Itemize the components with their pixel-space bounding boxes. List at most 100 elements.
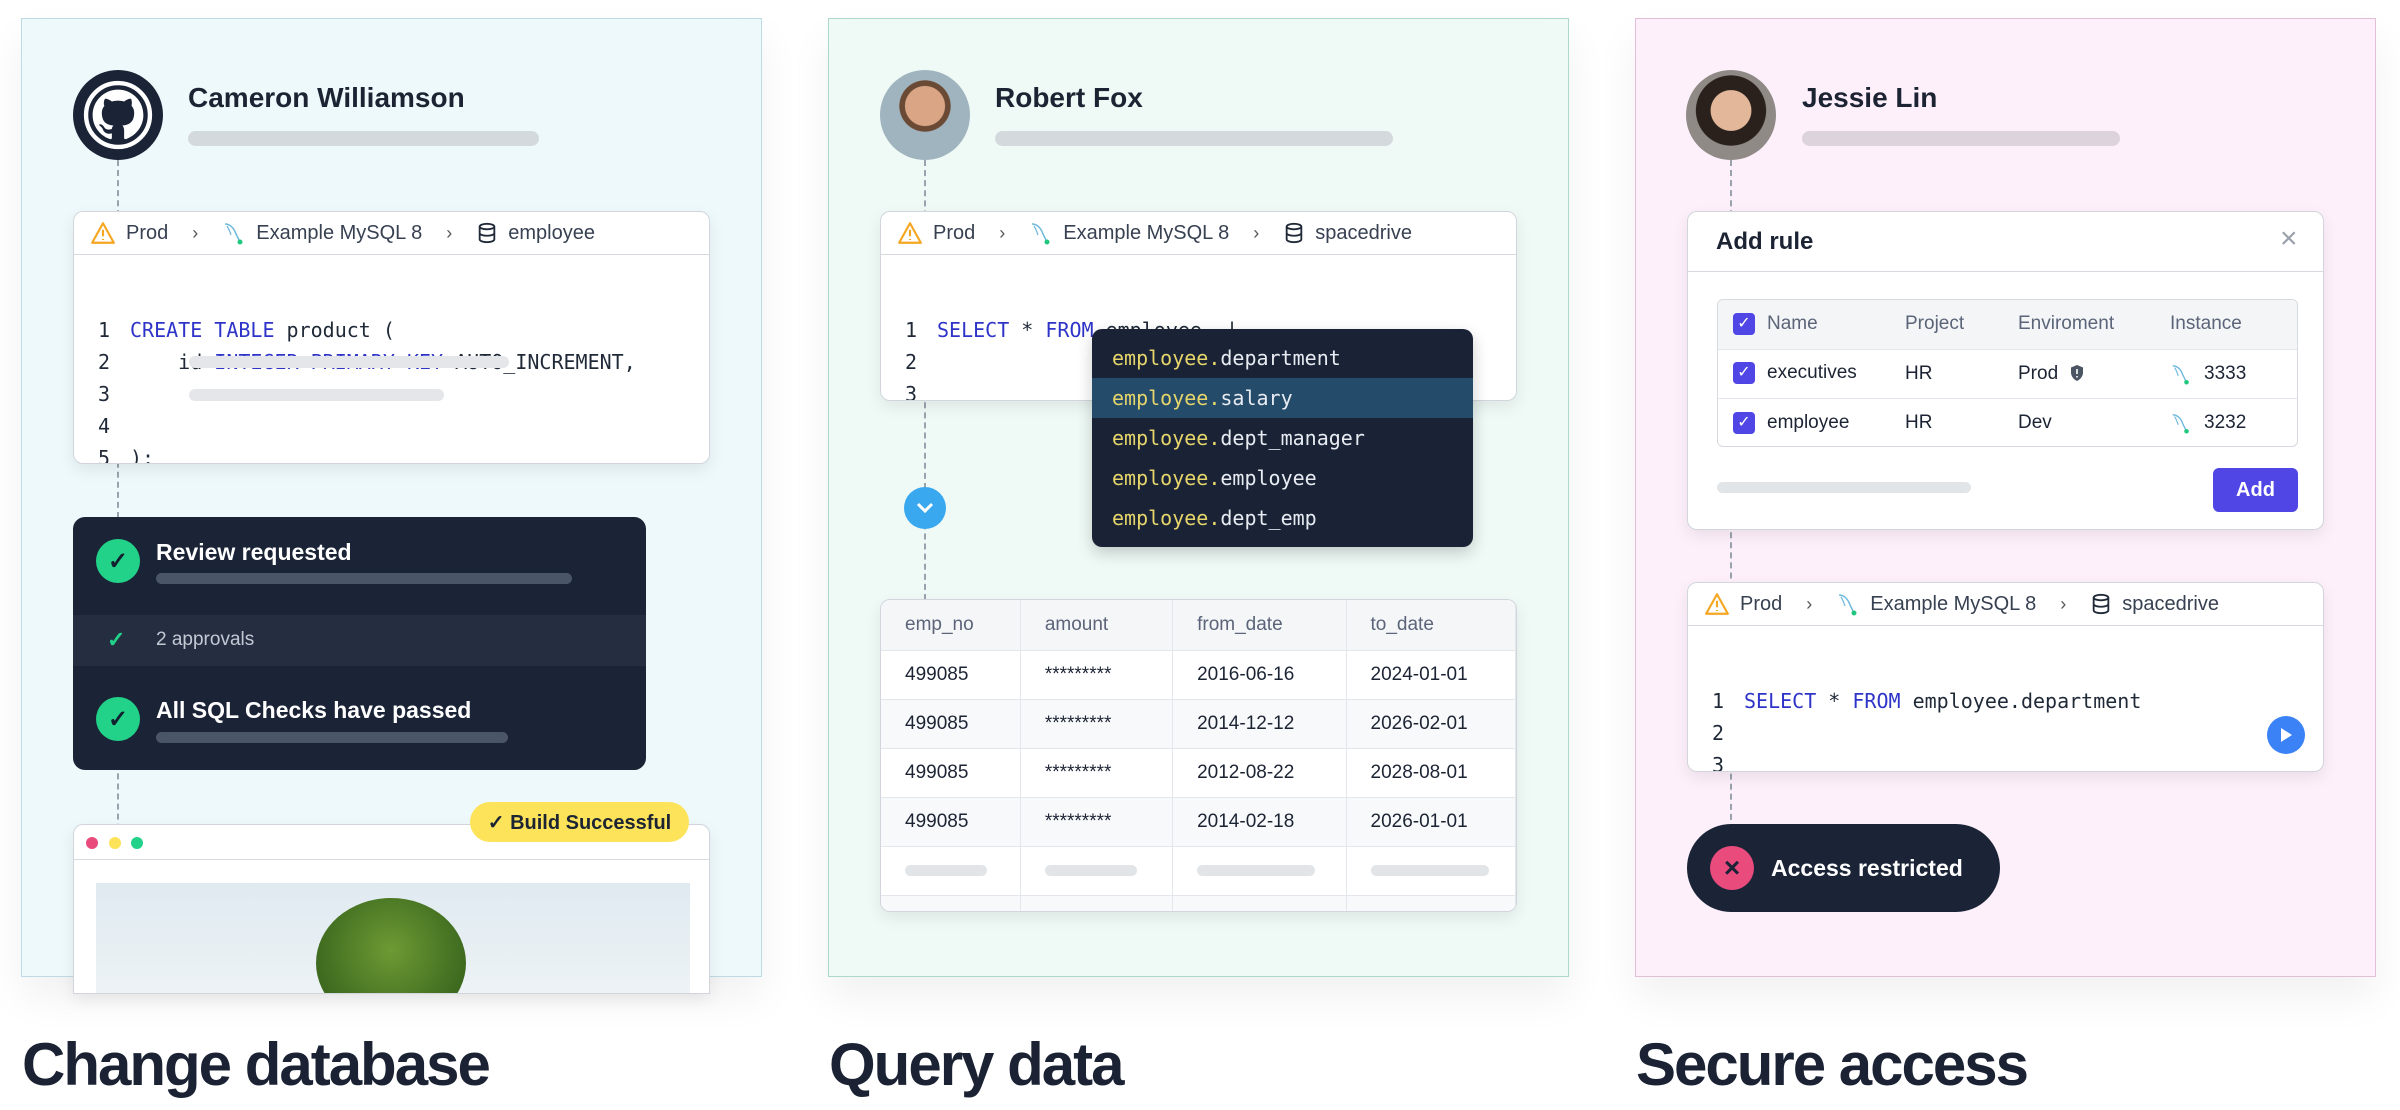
- breadcrumb-instance[interactable]: Example MySQL 8: [256, 221, 423, 244]
- autocomplete-item[interactable]: employee. dept_manager: [1112, 426, 1365, 450]
- breadcrumb-database[interactable]: spacedrive: [2122, 592, 2219, 615]
- table-cell: 499085: [881, 748, 1021, 798]
- autocomplete-item[interactable]: employee. employee: [1112, 466, 1317, 490]
- column-header: Enviroment: [2018, 300, 2170, 350]
- skeleton-bar: [1717, 482, 1971, 493]
- preview-image: [96, 883, 690, 993]
- check-circle-icon: ✓: [96, 539, 140, 583]
- column-header: Name: [1767, 313, 1818, 335]
- sql-editor-card: Prod › Example MySQL 8 › employee 1 CREAT…: [73, 211, 710, 464]
- chevron-right-icon: ›: [1253, 222, 1260, 243]
- check-icon: ✓: [107, 627, 126, 652]
- breadcrumb: Prod › Example MySQL 8 › spacedrive: [881, 212, 1516, 255]
- breadcrumb-database[interactable]: employee: [508, 221, 595, 244]
- warning-icon: [897, 220, 923, 246]
- chevron-right-icon: ›: [446, 222, 453, 243]
- window-close-dot: [86, 837, 98, 849]
- skeleton-bar: [189, 356, 509, 368]
- table-cell: *********: [1020, 699, 1174, 749]
- approvals-count: 2 approvals: [156, 629, 255, 650]
- rule-env: Prod: [2018, 362, 2059, 384]
- row-checkbox[interactable]: ✓: [1733, 362, 1755, 385]
- close-icon[interactable]: ×: [2280, 222, 2298, 255]
- autocomplete-item[interactable]: employee. department: [1112, 346, 1341, 370]
- table-header-row: emp_no amount from_date to_date: [881, 600, 1516, 651]
- review-status-card: ✓ Review requested ✓ 2 approvals ✓ All S…: [73, 517, 646, 770]
- code-line: 2: [1712, 721, 1725, 745]
- breadcrumb-env[interactable]: Prod: [1740, 592, 1783, 615]
- section-heading: Secure access: [1636, 1031, 2029, 1098]
- table-cell: 2024-01-01: [1346, 650, 1516, 700]
- rule-env: Dev: [2018, 411, 2052, 433]
- column-header[interactable]: from_date: [1172, 600, 1347, 651]
- table-cell: *********: [1020, 797, 1174, 847]
- rule-table: ✓ Name Project Enviroment Instance ✓ execu…: [1717, 299, 2298, 447]
- run-play-icon[interactable]: [2267, 716, 2305, 754]
- skeleton-bar: [156, 732, 508, 743]
- approvals-row: ✓ 2 approvals: [73, 615, 646, 666]
- database-icon: [2090, 593, 2112, 615]
- section-heading: Query data: [829, 1031, 1124, 1098]
- breadcrumb-env[interactable]: Prod: [126, 221, 169, 244]
- breadcrumb-instance[interactable]: Example MySQL 8: [1063, 221, 1230, 244]
- user-name: Jessie Lin: [1802, 82, 1938, 113]
- mysql-icon: [222, 220, 246, 246]
- code-line: 3: [98, 382, 111, 406]
- window-maximize-dot: [131, 837, 143, 849]
- table-row[interactable]: 499085 ********* 2014-12-12 2026-02-01: [881, 699, 1516, 749]
- mysql-icon: [2170, 411, 2192, 435]
- breadcrumb: Prod › Example MySQL 8 › spacedrive: [1688, 583, 2323, 626]
- autocomplete-item[interactable]: employee. salary: [1092, 378, 1473, 418]
- rule-instance: 3333: [2204, 362, 2247, 384]
- breadcrumb-database[interactable]: spacedrive: [1315, 221, 1412, 244]
- table-cell: 2016-06-16: [1172, 650, 1347, 700]
- breadcrumb: Prod › Example MySQL 8 › employee: [74, 212, 709, 255]
- table-cell: 2026-01-01: [1346, 797, 1516, 847]
- error-x-icon: ×: [1710, 846, 1754, 890]
- rule-row[interactable]: ✓ employee HR Dev 3232: [1718, 398, 2297, 447]
- chevron-down-icon[interactable]: [904, 487, 946, 529]
- sql-editor-card: Prod › Example MySQL 8 › spacedrive 1 SEL…: [1687, 582, 2324, 772]
- user-name: Robert Fox: [995, 82, 1143, 113]
- rule-name: executives: [1767, 362, 1857, 384]
- code-line: 3: [1712, 753, 1725, 772]
- table-cell: 2014-02-18: [1172, 797, 1347, 847]
- breadcrumb-env[interactable]: Prod: [933, 221, 976, 244]
- column-header[interactable]: to_date: [1346, 600, 1516, 651]
- chevron-right-icon: ›: [1806, 593, 1813, 614]
- row-checkbox[interactable]: ✓: [1733, 411, 1755, 434]
- skeleton-bar: [995, 131, 1393, 146]
- column-header: Project: [1905, 300, 2018, 350]
- database-icon: [1283, 222, 1305, 244]
- database-icon: [476, 222, 498, 244]
- table-cell: 499085: [881, 699, 1021, 749]
- access-restricted-toast: × Access restricted: [1687, 824, 2000, 912]
- mysql-icon: [2170, 362, 2192, 386]
- select-all-checkbox[interactable]: ✓: [1733, 313, 1755, 336]
- add-button[interactable]: Add: [2213, 468, 2298, 512]
- mysql-icon: [1836, 591, 1860, 617]
- table-cell: 2028-08-01: [1346, 748, 1516, 798]
- code-line: 4: [98, 414, 111, 438]
- table-row[interactable]: 499085 ********* 2014-02-18 2026-01-01: [881, 797, 1516, 847]
- rule-row[interactable]: ✓ executives HR Prod 3333: [1718, 349, 2297, 399]
- user-name: Cameron Williamson: [188, 82, 465, 113]
- column-header[interactable]: emp_no: [881, 600, 1021, 651]
- autocomplete-item[interactable]: employee. dept_emp: [1112, 506, 1317, 530]
- skeleton-bar: [156, 573, 572, 584]
- chevron-right-icon: ›: [2060, 593, 2067, 614]
- column-header[interactable]: amount: [1020, 600, 1174, 651]
- breadcrumb-instance[interactable]: Example MySQL 8: [1870, 592, 2037, 615]
- table-row[interactable]: 499085 ********* 2012-08-22 2028-08-01: [881, 748, 1516, 798]
- code-area[interactable]: 1 SELECT * FROM employee.department 2 3: [1712, 653, 2141, 772]
- table-row[interactable]: 499085 ********* 2016-06-16 2024-01-01: [881, 650, 1516, 700]
- code-line: 5);: [98, 446, 155, 464]
- autocomplete-dropdown: employee. department employee. salary employ…: [1092, 329, 1473, 547]
- table-header-row: ✓ Name Project Enviroment Instance: [1718, 300, 2297, 350]
- chevron-right-icon: ›: [192, 222, 199, 243]
- rule-project: HR: [1905, 411, 1933, 433]
- table-cell: *********: [1020, 650, 1174, 700]
- table-cell: *********: [1020, 748, 1174, 798]
- review-title: Review requested: [156, 539, 352, 565]
